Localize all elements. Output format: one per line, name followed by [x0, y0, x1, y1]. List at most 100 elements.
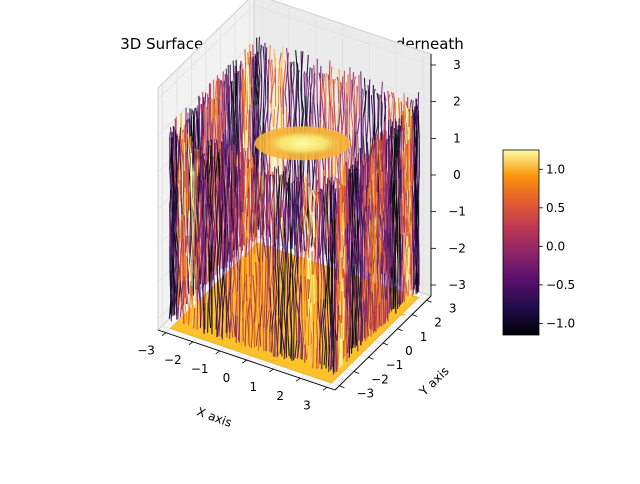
surface-strand — [190, 176, 191, 193]
surface-strand — [346, 176, 347, 180]
surface-strand — [341, 233, 342, 255]
surface-strand — [319, 344, 320, 365]
surface-strand — [345, 274, 346, 291]
surface-strand — [308, 346, 309, 362]
surface-strand — [261, 82, 262, 103]
surface-strand — [234, 82, 235, 108]
surface-center-glow — [263, 130, 343, 156]
surface-strand — [277, 242, 278, 261]
surface-strand — [321, 217, 322, 243]
y-tick — [427, 300, 432, 302]
surface-strand — [256, 105, 257, 121]
surface-strand — [339, 185, 340, 187]
colorbar-tick-label: 0.5 — [546, 201, 565, 215]
surface-strand — [262, 158, 263, 176]
surface-strand — [299, 299, 300, 316]
surface-strand — [294, 210, 295, 227]
surface-strand — [406, 145, 407, 164]
surface-strand — [312, 275, 313, 302]
surface-strand — [382, 218, 383, 238]
surface-strand — [372, 309, 373, 330]
surface-strand — [237, 235, 238, 250]
surface-strand — [359, 169, 360, 170]
surface-strand — [396, 286, 397, 306]
surface-strand — [246, 216, 247, 230]
surface-strand — [379, 169, 380, 190]
surface-strand — [366, 269, 367, 289]
surface-strand — [188, 138, 189, 148]
surface-strand — [290, 74, 291, 89]
surface-strand — [248, 58, 249, 65]
surface-strand — [219, 79, 220, 99]
surface-strand — [188, 280, 189, 294]
colorbar-tick-label: −0.5 — [546, 278, 575, 292]
surface-strand — [364, 300, 365, 316]
surface-strand — [194, 200, 195, 220]
z-tick-label: 2 — [453, 95, 461, 109]
surface-strand — [364, 159, 365, 167]
x-tick-label: −1 — [191, 362, 209, 376]
surface-strand — [250, 51, 251, 65]
z-tick-label: 1 — [453, 131, 461, 145]
surface-strand — [400, 256, 401, 286]
surface-strand — [205, 134, 206, 154]
surface-strand — [234, 145, 235, 162]
x-tick — [189, 342, 193, 345]
y-tick-label: 0 — [405, 344, 413, 358]
surface-strand — [391, 179, 392, 204]
y-tick — [354, 371, 359, 373]
surface-strand — [373, 143, 374, 158]
surface-strand — [399, 178, 400, 200]
z-tick-label: −1 — [448, 205, 466, 219]
y-tick-label: 1 — [420, 330, 428, 344]
surface-strand — [198, 242, 199, 257]
surface-strand — [376, 309, 377, 333]
surface-strand — [228, 86, 229, 103]
surface-strand — [224, 81, 225, 86]
surface-strand — [418, 92, 419, 115]
surface-strand — [268, 82, 269, 110]
surface-strand — [303, 158, 304, 178]
x-axis-label: X axis — [195, 404, 234, 429]
surface-strand — [177, 187, 178, 211]
surface-strand — [238, 150, 239, 171]
surface-strand — [191, 109, 192, 126]
surface-strand — [274, 195, 275, 225]
surface-strand — [217, 295, 218, 308]
surface-strand — [412, 100, 413, 109]
y-tick-label: 2 — [434, 316, 442, 330]
surface-strand — [243, 165, 244, 191]
surface-strand — [403, 130, 404, 151]
surface-strand — [237, 271, 238, 291]
surface-strand — [236, 60, 237, 75]
x-tick-label: 1 — [249, 380, 257, 394]
surface-strand — [220, 80, 221, 98]
surface-strand — [279, 266, 280, 290]
z-tick-label: 3 — [453, 58, 461, 72]
y-tick-label: −1 — [386, 358, 404, 372]
x-tick — [216, 351, 220, 354]
colorbar-tick-label: 0.0 — [546, 239, 565, 253]
surface-strand — [375, 151, 376, 156]
surface-strand — [240, 61, 241, 70]
surface-strand — [191, 175, 192, 196]
surface-strand — [391, 161, 392, 179]
surface-strand — [213, 101, 214, 118]
surface-strand — [185, 188, 186, 214]
surface-strand — [172, 182, 173, 210]
z-tick-label: −2 — [448, 241, 466, 255]
surface-strand — [180, 253, 181, 283]
surface-strand — [343, 203, 344, 236]
surface-strand — [264, 310, 265, 328]
surface-strand — [279, 106, 280, 129]
surface-strand — [250, 298, 251, 318]
surface-strand — [280, 201, 281, 224]
surface-strand — [378, 154, 379, 169]
y-tick — [339, 386, 344, 388]
surface-strand — [237, 155, 238, 167]
y-tick-label: 3 — [449, 301, 457, 315]
surface-strand — [261, 45, 262, 54]
colorbar-tick-label: 1.0 — [546, 162, 565, 176]
surface-strand — [285, 60, 286, 66]
